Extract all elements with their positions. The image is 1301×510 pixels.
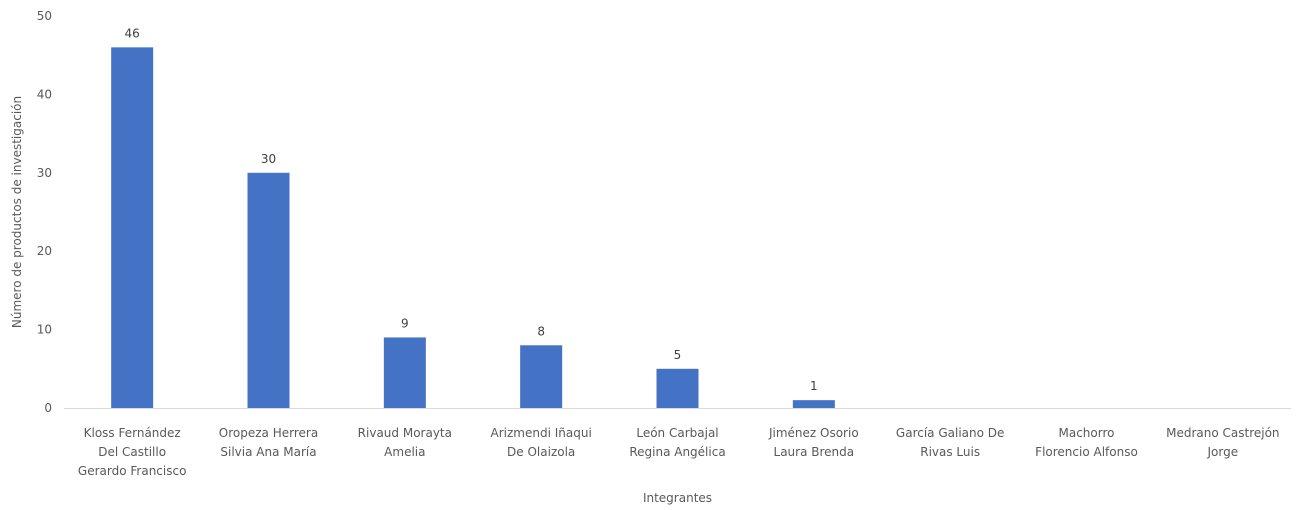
y-tick-label: 20 — [37, 244, 52, 258]
x-tick-label: Rivaud Morayta Amelia — [358, 426, 452, 459]
x-tick-label: García Galiano De Rivas Luis — [896, 426, 1004, 459]
bar — [111, 47, 154, 409]
bar — [383, 337, 426, 408]
data-label: 5 — [674, 348, 682, 362]
data-labels: 46 30 9 8 5 1 — [125, 26, 818, 393]
bar — [792, 400, 835, 408]
x-tick-label: Jiménez Osorio Laura Brenda — [768, 426, 859, 459]
y-axis: 0 10 20 30 40 50 — [37, 9, 52, 415]
bar — [247, 172, 290, 408]
x-tick-label: Oropeza Herrera Silvia Ana María — [219, 426, 318, 459]
y-tick-label: 0 — [44, 401, 52, 415]
bar — [656, 368, 699, 408]
y-axis-title: Número de productos de investigación — [10, 96, 24, 328]
data-label: 30 — [261, 152, 276, 166]
x-tick-label: Medrano Castrejón Jorge — [1166, 426, 1279, 459]
x-tick-label: Arizmendi Iñaqui De Olaizola — [491, 426, 592, 459]
data-label: 8 — [537, 324, 545, 338]
x-tick-label: León Carbajal Regina Angélica — [629, 426, 725, 459]
x-tick-label: Kloss Fernández Del Castillo Gerardo Franc… — [78, 426, 187, 478]
x-tick-label: Machorro Florencio Alfonso — [1035, 426, 1138, 459]
data-label: 1 — [810, 379, 818, 393]
x-axis-title: Integrantes — [643, 491, 712, 505]
data-label: 46 — [125, 26, 140, 40]
bars — [111, 47, 835, 409]
y-tick-label: 10 — [37, 323, 52, 337]
y-tick-label: 40 — [37, 87, 52, 101]
bar — [520, 345, 563, 408]
y-tick-label: 30 — [37, 166, 52, 180]
y-tick-label: 50 — [37, 9, 52, 23]
data-label: 9 — [401, 316, 409, 330]
x-axis-categories: Kloss Fernández Del Castillo Gerardo Franc… — [78, 426, 1280, 478]
